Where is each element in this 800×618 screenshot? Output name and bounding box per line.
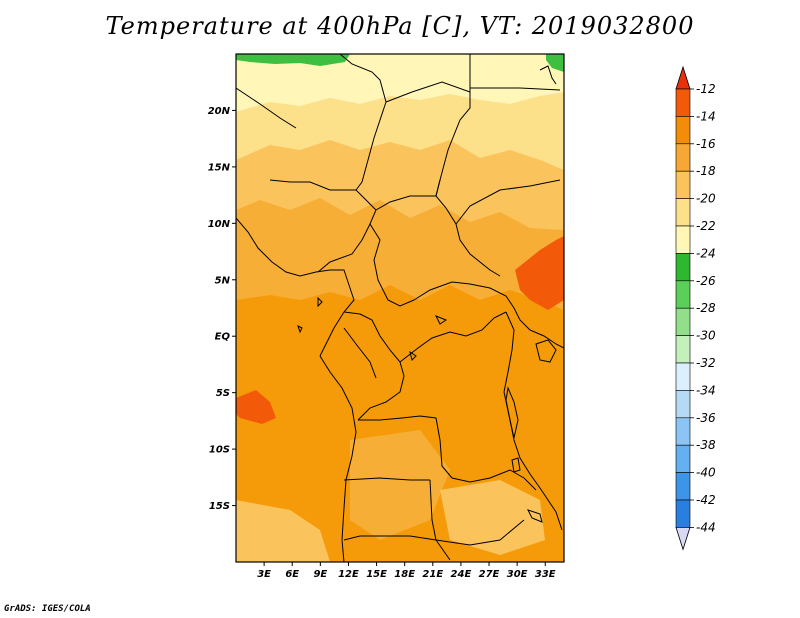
colorbar-bottom-arrow [675,527,691,551]
lat-label: 20N [208,106,231,117]
field-very-pale [236,54,564,112]
lon-label: 27E [479,569,500,580]
lat-label: 15N [208,162,231,173]
lon-label: 24E [451,569,472,580]
field-south-light [440,480,545,555]
colorbar-label: -24 [696,246,716,260]
lon-label: 3E [257,569,271,580]
lat-label: 5N [215,275,231,286]
grads-credit: GrADS: IGES/COLA [4,604,91,614]
field-south-mid [350,430,450,540]
lon-label: 33E [535,569,556,580]
lat-label: 5S [216,388,230,399]
lat-label: 15S [209,501,230,512]
colorbar-swatch [675,362,691,391]
lon-label: 6E [285,569,299,580]
colorbar-label: -22 [696,219,716,233]
colorbar-top-arrow [675,65,691,90]
colorbar-swatch [675,335,691,364]
map-figure: 20N 15N 10N 5N EQ 5S 10S 15S 3E 6E 9E 12E 15E 18E 21E… [208,53,716,580]
colorbar-label: -30 [696,329,716,343]
colorbar-label: -44 [696,520,716,534]
colorbar-swatch [675,307,691,336]
colorbar-label: -14 [696,109,716,123]
colorbar-swatch [675,390,691,419]
field-south-sw [236,500,330,562]
colorbar-swatch [675,417,691,446]
colorbar-swatch [675,143,691,172]
field-green-ne [546,54,564,72]
temperature-field [236,54,564,562]
colorbar-swatch [675,253,691,282]
colorbar-label: -42 [696,493,716,507]
colorbar-label: -38 [696,438,716,452]
colorbar-label: -28 [696,301,716,315]
latitude-axis: 20N 15N 10N 5N EQ 5S 10S 15S [208,106,236,512]
colorbar-swatch [675,280,691,309]
field-red-west [236,390,276,424]
colorbar: -12 -14 -16 -18 -20 -22 -24 -26 -28 -30 -32 -34 -36 -… [675,65,716,551]
lon-label: 30E [507,569,528,580]
colorbar-label: -20 [696,192,716,206]
colorbar-label: -16 [696,137,716,151]
lon-label: 12E [338,569,359,580]
colorbar-label: -26 [696,274,716,288]
map-title: Temperature at 400hPa [C], VT: 201903280… [105,12,695,40]
map-frame [235,53,565,563]
lon-label: 9E [313,569,327,580]
colorbar-swatch [675,472,691,501]
field-red-east [515,236,564,310]
lat-label: 10S [209,445,230,456]
lat-label: 10N [208,219,231,230]
longitude-axis: 3E 6E 9E 12E 15E 18E 21E 24E 27E 30E 33E [257,562,556,580]
field-green-nw [236,54,350,66]
colorbar-label: -36 [696,411,716,425]
colorbar-swatch [675,88,691,117]
colorbar-label: -12 [696,82,716,96]
colorbar-label: -34 [696,383,716,397]
colorbar-label: -40 [696,466,716,480]
colorbar-swatch [675,170,691,199]
colorbar-swatch [675,116,691,145]
colorbar-label: -18 [696,164,716,178]
lat-label: EQ [215,332,231,343]
colorbar-swatch [675,499,691,528]
colorbar-swatch [675,225,691,254]
lon-label: 21E [422,569,443,580]
lon-label: 15E [366,569,387,580]
colorbar-swatch [675,198,691,227]
lon-label: 18E [394,569,415,580]
colorbar-swatch [675,444,691,473]
colorbar-label: -32 [696,356,716,370]
country-boundaries [236,54,564,562]
